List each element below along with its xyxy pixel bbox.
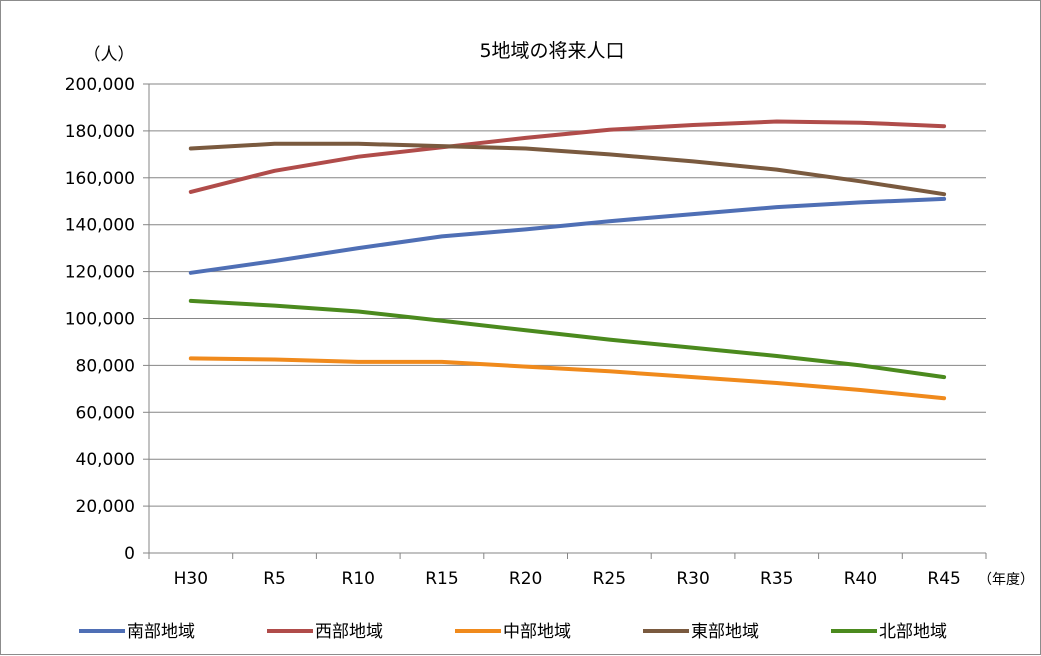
x-tick-label: R20 <box>509 569 542 589</box>
y-tick-label: 120,000 <box>65 263 135 283</box>
x-tick-label: R15 <box>425 569 458 589</box>
legend-label: 西部地域 <box>315 622 383 642</box>
y-tick-label: 200,000 <box>65 75 135 95</box>
legend-label: 中部地域 <box>503 622 571 642</box>
y-tick-labels: 0 20,000 40,000 60,000 80,000 100,000 120,000 1… <box>65 75 135 564</box>
legend-label: 北部地域 <box>879 622 947 642</box>
series-line-1 <box>188 119 947 194</box>
y-tick-label: 0 <box>124 544 135 564</box>
legend-label: 東部地域 <box>691 622 759 642</box>
y-tick-label: 40,000 <box>76 450 135 470</box>
x-tick-labels: H30 R5 R10 R15 R20 R25 R30 R35 R40 R45 <box>174 569 961 589</box>
legend: 南部地域 西部地域 中部地域 東部地域 北部地域 <box>79 622 947 642</box>
series-line-3 <box>188 141 947 197</box>
series-line-0 <box>188 196 947 275</box>
x-axis-unit: （年度） <box>978 572 1034 588</box>
y-tick-label: 60,000 <box>76 403 135 423</box>
y-tick-label: 100,000 <box>65 310 135 330</box>
series-lines <box>188 119 947 401</box>
x-tick-label: R40 <box>844 569 877 589</box>
series-line-4 <box>188 298 947 380</box>
y-tick-label: 140,000 <box>65 216 135 236</box>
x-tick-label: H30 <box>174 569 208 589</box>
series-line-2 <box>188 356 947 401</box>
gridlines <box>149 83 986 507</box>
y-axis-unit: （人） <box>84 45 135 65</box>
y-tick-label: 160,000 <box>65 169 135 189</box>
x-tick-label: R10 <box>342 569 375 589</box>
chart-title: 5地域の将来人口 <box>479 40 624 62</box>
x-tick-label: R45 <box>927 569 960 589</box>
x-tick-label: R5 <box>263 569 286 589</box>
legend-label: 南部地域 <box>127 622 195 642</box>
y-tick-label: 20,000 <box>76 497 135 517</box>
y-tick-label: 180,000 <box>65 122 135 142</box>
y-tick-label: 80,000 <box>76 356 135 376</box>
x-tick-label: R35 <box>760 569 793 589</box>
x-tick-label: R30 <box>676 569 709 589</box>
axes <box>143 83 987 559</box>
x-tick-label: R25 <box>593 569 626 589</box>
